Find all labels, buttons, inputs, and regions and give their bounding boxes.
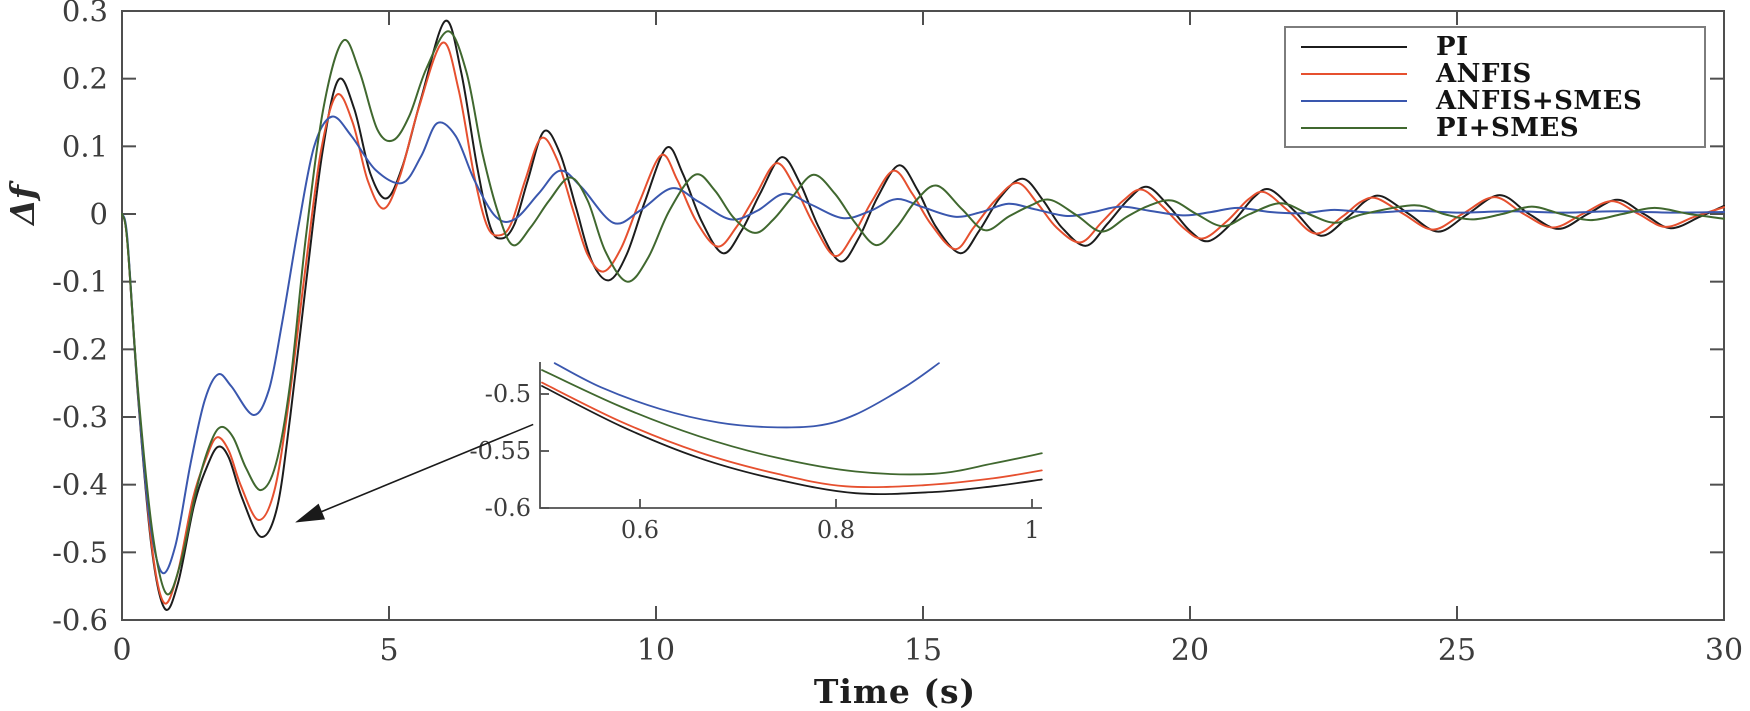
inset-y-tick-label: -0.55 xyxy=(469,437,531,465)
x-tick-label: 15 xyxy=(904,633,942,668)
y-tick-label: -0.1 xyxy=(52,265,108,299)
inset-y-tick-label: -0.5 xyxy=(485,380,531,408)
x-tick-label: 25 xyxy=(1438,633,1476,668)
x-axis-label: Time (s) xyxy=(813,672,977,711)
annotation-arrow-head xyxy=(295,503,326,523)
legend-label-anfis: ANFIS xyxy=(1436,58,1532,89)
inset-axes xyxy=(539,362,1042,509)
inset-y-tick-label: -0.6 xyxy=(485,494,531,522)
inset-x-tick-label: 0.6 xyxy=(621,516,659,544)
legend-line-sample-anfis xyxy=(1301,72,1407,75)
y-tick-label: 0 xyxy=(90,197,108,231)
y-tick-label: 0.2 xyxy=(62,62,108,96)
legend-item-pi-smes: PI+SMES xyxy=(1286,112,1704,143)
inset-curve-pi xyxy=(541,385,1043,495)
legend-line-sample-anfis-smes xyxy=(1301,99,1407,102)
x-tick-label: 0 xyxy=(112,633,131,668)
curve-pi-smes xyxy=(121,30,1725,596)
legend-item-pi: PI xyxy=(1286,31,1704,62)
y-tick-label: -0.6 xyxy=(52,603,108,637)
legend-label-pi-smes: PI+SMES xyxy=(1436,112,1580,143)
legend-label-anfis-smes: ANFIS+SMES xyxy=(1436,85,1643,116)
curve-pi xyxy=(121,19,1725,611)
annotation-arrow-line xyxy=(316,423,534,515)
legend-item-anfis: ANFIS xyxy=(1286,58,1704,89)
x-tick-label: 30 xyxy=(1705,633,1743,668)
x-tick-label: 10 xyxy=(637,633,675,668)
legend: PI ANFIS ANFIS+SMES PI+SMES xyxy=(1284,26,1706,148)
x-tick-label: 20 xyxy=(1171,633,1209,668)
y-tick-label: -0.2 xyxy=(52,332,108,366)
inset-curve-pi-smes xyxy=(541,369,1043,476)
legend-item-anfis-smes: ANFIS+SMES xyxy=(1286,85,1704,116)
inset-x-tick-label: 0.8 xyxy=(817,516,855,544)
legend-label-pi: PI xyxy=(1436,31,1469,62)
y-tick-label: -0.5 xyxy=(52,535,108,569)
y-tick-label: -0.3 xyxy=(52,400,108,434)
y-axis-label: Δf xyxy=(3,185,42,225)
y-tick-label: -0.4 xyxy=(52,468,108,502)
inset-x-tick-label: 1 xyxy=(1024,516,1039,544)
legend-line-sample-pi-smes xyxy=(1301,126,1407,129)
inset-curve-anfis xyxy=(541,381,1043,489)
y-tick-label: 0.1 xyxy=(62,129,108,163)
inset-curve-anfis-smes xyxy=(553,362,940,429)
y-tick-label: 0.3 xyxy=(62,0,108,28)
curve-anfis-smes xyxy=(121,115,1725,575)
x-tick-label: 5 xyxy=(379,633,398,668)
legend-line-sample-pi xyxy=(1301,45,1407,48)
